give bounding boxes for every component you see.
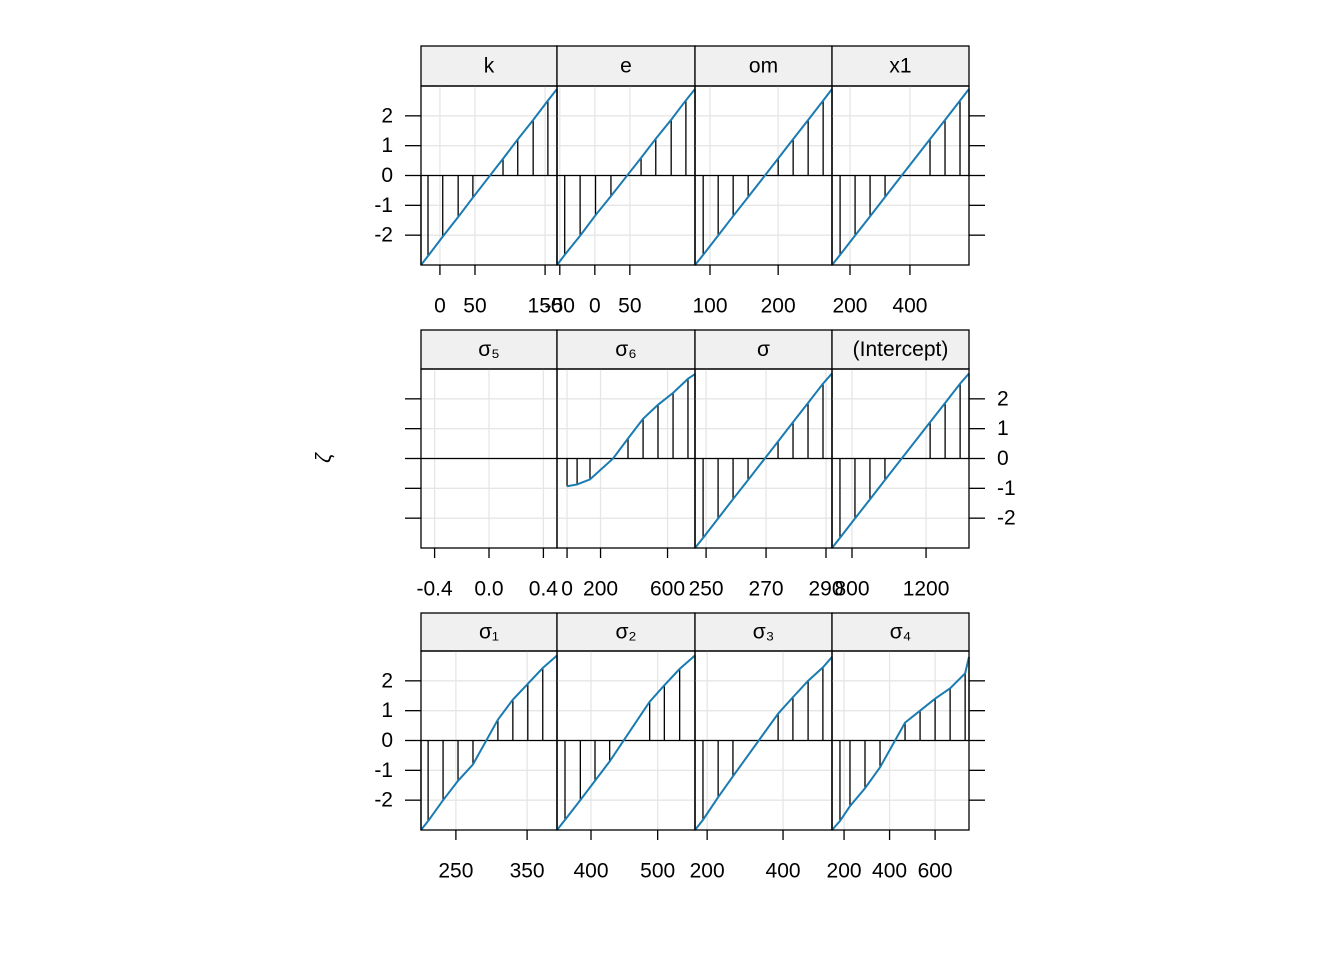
profile-line	[694, 372, 833, 549]
profile-line	[831, 88, 970, 266]
x-tick-label: 290	[808, 578, 843, 601]
x-tick-label: 200	[761, 295, 796, 318]
y-axis-label: ζ	[313, 452, 336, 463]
y-tick-label: -2	[997, 507, 1016, 530]
strip-label: σ₅	[478, 338, 499, 361]
profile-line	[694, 656, 833, 831]
x-tick-label: 800	[834, 578, 869, 601]
strip-label: x1	[889, 55, 911, 78]
x-tick-label: 0.0	[474, 578, 503, 601]
y-tick-label: -2	[374, 789, 393, 812]
x-tick-label: -50	[545, 295, 575, 318]
x-tick-label: 200	[832, 295, 867, 318]
y-tick-label: -1	[374, 194, 393, 217]
strip	[420, 329, 558, 370]
x-tick-label: 100	[692, 295, 727, 318]
profile-line	[556, 654, 696, 831]
x-tick-label: 0	[561, 578, 573, 601]
strip	[831, 329, 970, 370]
x-tick-label: 0	[589, 295, 601, 318]
strip	[556, 329, 696, 370]
strip-label: k	[484, 55, 495, 78]
y-tick-label: 1	[381, 134, 393, 157]
x-tick-label: 270	[749, 578, 784, 601]
strip-label: σ₂	[615, 621, 636, 644]
y-tick-label: 2	[381, 669, 393, 692]
x-tick-label: 250	[689, 578, 724, 601]
x-tick-label: 400	[872, 860, 907, 883]
profile-line	[694, 88, 833, 266]
strip-label: σ₆	[615, 338, 636, 361]
y-tick-label: -2	[374, 224, 393, 247]
profile-line	[831, 372, 970, 549]
strip-label: om	[749, 55, 778, 78]
x-tick-label: 400	[766, 860, 801, 883]
strip-label: σ₃	[753, 621, 775, 644]
strip-label: e	[620, 55, 632, 78]
x-tick-label: -0.4	[417, 578, 454, 601]
x-tick-label: 200	[690, 860, 725, 883]
strip	[831, 612, 970, 652]
y-tick-label: 2	[997, 387, 1009, 410]
strip	[420, 45, 558, 87]
x-tick-label: 400	[892, 295, 927, 318]
y-tick-label: -1	[374, 759, 393, 782]
x-tick-label: 350	[510, 860, 545, 883]
x-tick-label: 400	[573, 860, 608, 883]
y-tick-label: 1	[997, 417, 1009, 440]
x-tick-label: 200	[583, 578, 618, 601]
profile-line	[420, 654, 558, 831]
y-tick-label: 0	[381, 729, 393, 752]
y-tick-label: 0	[381, 164, 393, 187]
profile-line	[831, 656, 970, 831]
y-tick-label: -1	[997, 477, 1016, 500]
x-tick-label: 0	[434, 295, 446, 318]
profile-line	[556, 88, 696, 266]
x-tick-label: 1200	[903, 578, 950, 601]
x-tick-label: 50	[463, 295, 486, 318]
strip	[694, 612, 833, 652]
strip	[556, 612, 696, 652]
strip-label: (Intercept)	[853, 338, 949, 361]
x-tick-label: 200	[827, 860, 862, 883]
strip-label: σ₄	[890, 621, 912, 644]
y-tick-label: 1	[381, 699, 393, 722]
profile-line	[566, 373, 696, 488]
strip-label: σ₁	[479, 621, 499, 644]
x-tick-label: 50	[618, 295, 641, 318]
x-tick-label: 0.4	[529, 578, 559, 601]
x-tick-label: 150	[528, 295, 563, 318]
x-tick-label: 500	[640, 860, 675, 883]
profile-line	[420, 88, 558, 266]
strip-label: σ	[757, 338, 770, 361]
x-tick-label: 250	[438, 860, 473, 883]
x-tick-label: 600	[650, 578, 685, 601]
x-tick-label: 600	[918, 860, 953, 883]
y-tick-label: 0	[997, 447, 1009, 470]
y-tick-label: 2	[381, 104, 393, 127]
